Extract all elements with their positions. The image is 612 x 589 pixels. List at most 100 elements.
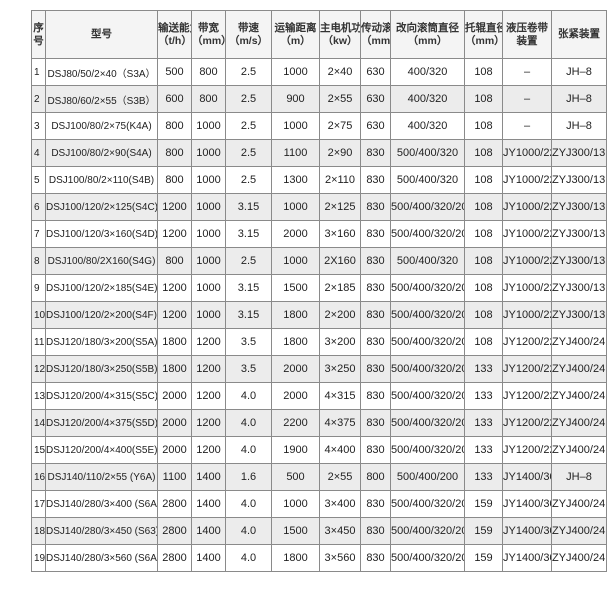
header-text: 型号 <box>91 28 112 40</box>
cell-model: DSJ120/180/3×200(S5A) <box>45 328 158 356</box>
cell-drive-drum: 830 <box>360 139 391 167</box>
cell-winder: JY1200/22 <box>502 328 552 356</box>
cell-index: 2 <box>31 85 46 113</box>
header-text: （m） <box>280 34 311 47</box>
header-text: （t/h） <box>158 34 192 47</box>
cell-model: DSJ120/200/4×400(S5E) <box>45 436 158 464</box>
cell-winder: JY1000/22 <box>502 193 552 221</box>
cell-bend-drum: 500/400/320/200 <box>390 355 465 383</box>
cell-motor-power: 3×250 <box>319 355 361 383</box>
cell-idler: 108 <box>464 58 503 86</box>
cell-belt-speed: 4.0 <box>225 544 272 572</box>
cell-belt-speed: 3.5 <box>225 355 272 383</box>
cell-winder: JY1000/22 <box>502 301 552 329</box>
cell-idler: 108 <box>464 166 503 194</box>
cell-belt-width: 1200 <box>191 436 226 464</box>
cell-model: DSJ100/120/2×200(S4F) <box>45 301 158 329</box>
cell-index: 18 <box>31 517 46 545</box>
cell-tensioner: JH–8 <box>551 58 607 86</box>
header-text: 运输距离 <box>274 21 317 34</box>
header-text: 装置 <box>516 34 538 47</box>
header-idler: 托辊直径（mm） <box>464 10 503 59</box>
cell-capacity: 2000 <box>157 382 192 410</box>
cell-index: 1 <box>31 58 46 86</box>
cell-capacity: 2000 <box>157 436 192 464</box>
cell-belt-width: 1000 <box>191 220 226 248</box>
cell-capacity: 1800 <box>157 328 192 356</box>
cell-bend-drum: 500/400/200 <box>390 463 465 491</box>
table-row: 7 DSJ100/120/3×160(S4D) 1200 1000 3.15 2000 3×… <box>31 220 607 248</box>
cell-model: DSJ100/120/2×185(S4E) <box>45 274 158 302</box>
table-row: 5 DSJ100/80/2×110(S4B) 800 1000 2.5 1300 2×110… <box>31 166 607 194</box>
cell-capacity: 1100 <box>157 463 192 491</box>
header-bend-drum: 改向滚筒直径 （mm） <box>390 10 465 59</box>
cell-belt-width: 1000 <box>191 247 226 275</box>
cell-bend-drum: 500/400/320/200 <box>390 274 465 302</box>
cell-drive-drum: 830 <box>360 247 391 275</box>
cell-belt-speed: 3.5 <box>225 328 272 356</box>
cell-belt-width: 1000 <box>191 139 226 167</box>
cell-index: 19 <box>31 544 46 572</box>
cell-belt-width: 1200 <box>191 355 226 383</box>
cell-idler: 133 <box>464 463 503 491</box>
cell-tensioner: ZYJ300/13D <box>551 220 607 248</box>
cell-distance: 1000 <box>271 490 320 518</box>
cell-model: DSJ120/200/4×375(S5D) <box>45 409 158 437</box>
header-text: 号 <box>33 34 44 47</box>
cell-winder: JY1200/22 <box>502 409 552 437</box>
cell-winder: JY1400/30 <box>502 463 552 491</box>
cell-drive-drum: 830 <box>360 409 391 437</box>
cell-tensioner: ZYJ400/24D <box>551 355 607 383</box>
cell-motor-power: 2×55 <box>319 85 361 113</box>
cell-tensioner: ZYJ400/24D <box>551 490 607 518</box>
cell-belt-speed: 2.5 <box>225 247 272 275</box>
cell-index: 10 <box>31 301 46 329</box>
cell-model: DSJ80/60/2×55（S3B） <box>45 85 158 113</box>
header-text: 输送能力 <box>158 21 191 34</box>
cell-belt-speed: 3.15 <box>225 274 272 302</box>
cell-bend-drum: 500/400/320/200 <box>390 490 465 518</box>
cell-capacity: 800 <box>157 112 192 140</box>
cell-winder: JY1000/22 <box>502 139 552 167</box>
cell-bend-drum: 500/400/320/200 <box>390 220 465 248</box>
cell-tensioner: ZYJ400/24D <box>551 409 607 437</box>
header-index: 序号 <box>31 10 46 59</box>
cell-belt-width: 1000 <box>191 193 226 221</box>
header-text: 主电机功率 <box>320 21 360 34</box>
cell-index: 3 <box>31 112 46 140</box>
table-row: 4 DSJ100/80/2×90(S4A) 800 1000 2.5 1100 2×90 83… <box>31 139 607 167</box>
cell-model: DSJ140/280/3×560 (S6A) <box>45 544 158 572</box>
cell-belt-speed: 2.5 <box>225 139 272 167</box>
cell-distance: 1800 <box>271 301 320 329</box>
cell-index: 7 <box>31 220 46 248</box>
cell-winder: – <box>502 112 552 140</box>
cell-belt-width: 1400 <box>191 544 226 572</box>
cell-bend-drum: 500/400/320/200 <box>390 544 465 572</box>
header-text: 传动滚筒直径 <box>361 21 391 34</box>
cell-model: DSJ100/80/2×90(S4A) <box>45 139 158 167</box>
header-tensioner: 张紧装置 <box>551 10 607 59</box>
cell-idler: 133 <box>464 382 503 410</box>
cell-belt-speed: 2.5 <box>225 85 272 113</box>
header-text: （mm） <box>192 34 225 47</box>
cell-distance: 1000 <box>271 247 320 275</box>
cell-belt-speed: 2.5 <box>225 112 272 140</box>
cell-idler: 133 <box>464 355 503 383</box>
cell-bend-drum: 500/400/320/200 <box>390 193 465 221</box>
cell-belt-width: 1400 <box>191 463 226 491</box>
cell-distance: 2200 <box>271 409 320 437</box>
header-text: 托辊直径 <box>465 21 502 34</box>
cell-motor-power: 3×200 <box>319 328 361 356</box>
header-motor-power: 主电机功率（kw） <box>319 10 361 59</box>
cell-index: 9 <box>31 274 46 302</box>
cell-belt-width: 1400 <box>191 517 226 545</box>
cell-index: 12 <box>31 355 46 383</box>
cell-belt-width: 1200 <box>191 409 226 437</box>
table-row: 14 DSJ120/200/4×375(S5D) 2000 1200 4.0 2200 4×… <box>31 409 607 437</box>
cell-idler: 108 <box>464 112 503 140</box>
cell-model: DSJ100/80/2X160(S4G) <box>45 247 158 275</box>
cell-idler: 159 <box>464 544 503 572</box>
cell-bend-drum: 500/400/320/200 <box>390 382 465 410</box>
cell-tensioner: ZYJ400/24D <box>551 382 607 410</box>
cell-belt-width: 1000 <box>191 274 226 302</box>
